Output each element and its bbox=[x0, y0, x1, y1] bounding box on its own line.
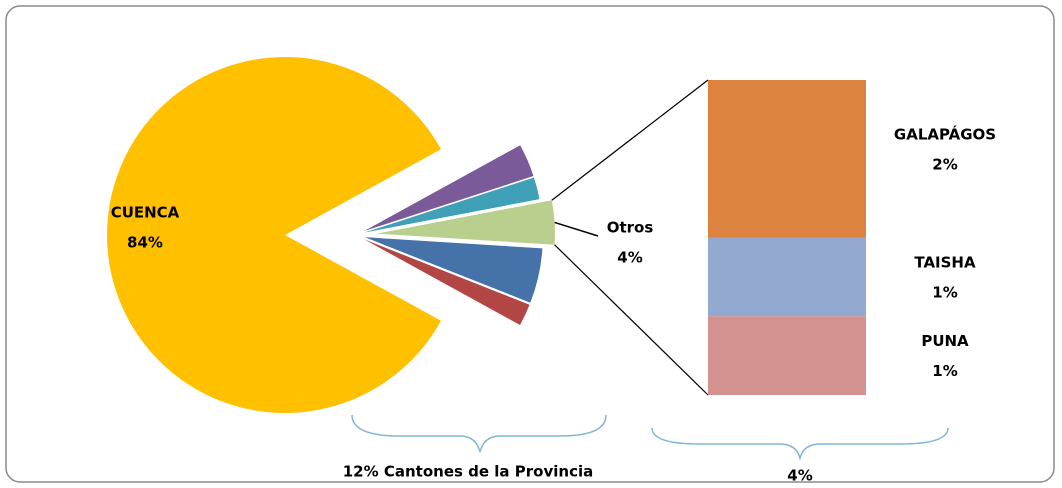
bar-label: TAISHA bbox=[914, 253, 976, 271]
bar-label: PUNA bbox=[921, 332, 969, 350]
slice-label: Otros bbox=[607, 219, 654, 237]
slice-label: CUENCA bbox=[111, 204, 180, 222]
bar-label: GALAPÁGOS bbox=[894, 124, 996, 143]
bar-value: 1% bbox=[932, 283, 957, 301]
leader-line bbox=[554, 221, 599, 237]
pie-slice bbox=[364, 239, 530, 326]
pie-slice bbox=[106, 57, 441, 414]
annotation: 4% bbox=[787, 467, 812, 485]
bar-segment bbox=[708, 80, 866, 238]
connector bbox=[554, 244, 709, 396]
slice-value: 4% bbox=[617, 249, 642, 267]
bar-segment bbox=[708, 316, 866, 395]
pie-slice bbox=[376, 200, 555, 245]
bar-value: 1% bbox=[932, 362, 957, 380]
brace bbox=[651, 427, 949, 461]
pie-slice bbox=[364, 145, 534, 232]
bar-value: 2% bbox=[932, 155, 957, 173]
pie-slice bbox=[364, 177, 540, 233]
annotation: 12% Cantones de la Provincia bbox=[343, 463, 593, 481]
bar-segment bbox=[708, 237, 866, 317]
slice-value: 84% bbox=[127, 234, 163, 252]
connector bbox=[551, 79, 709, 201]
brace bbox=[351, 414, 607, 453]
pie-slice bbox=[364, 237, 543, 303]
